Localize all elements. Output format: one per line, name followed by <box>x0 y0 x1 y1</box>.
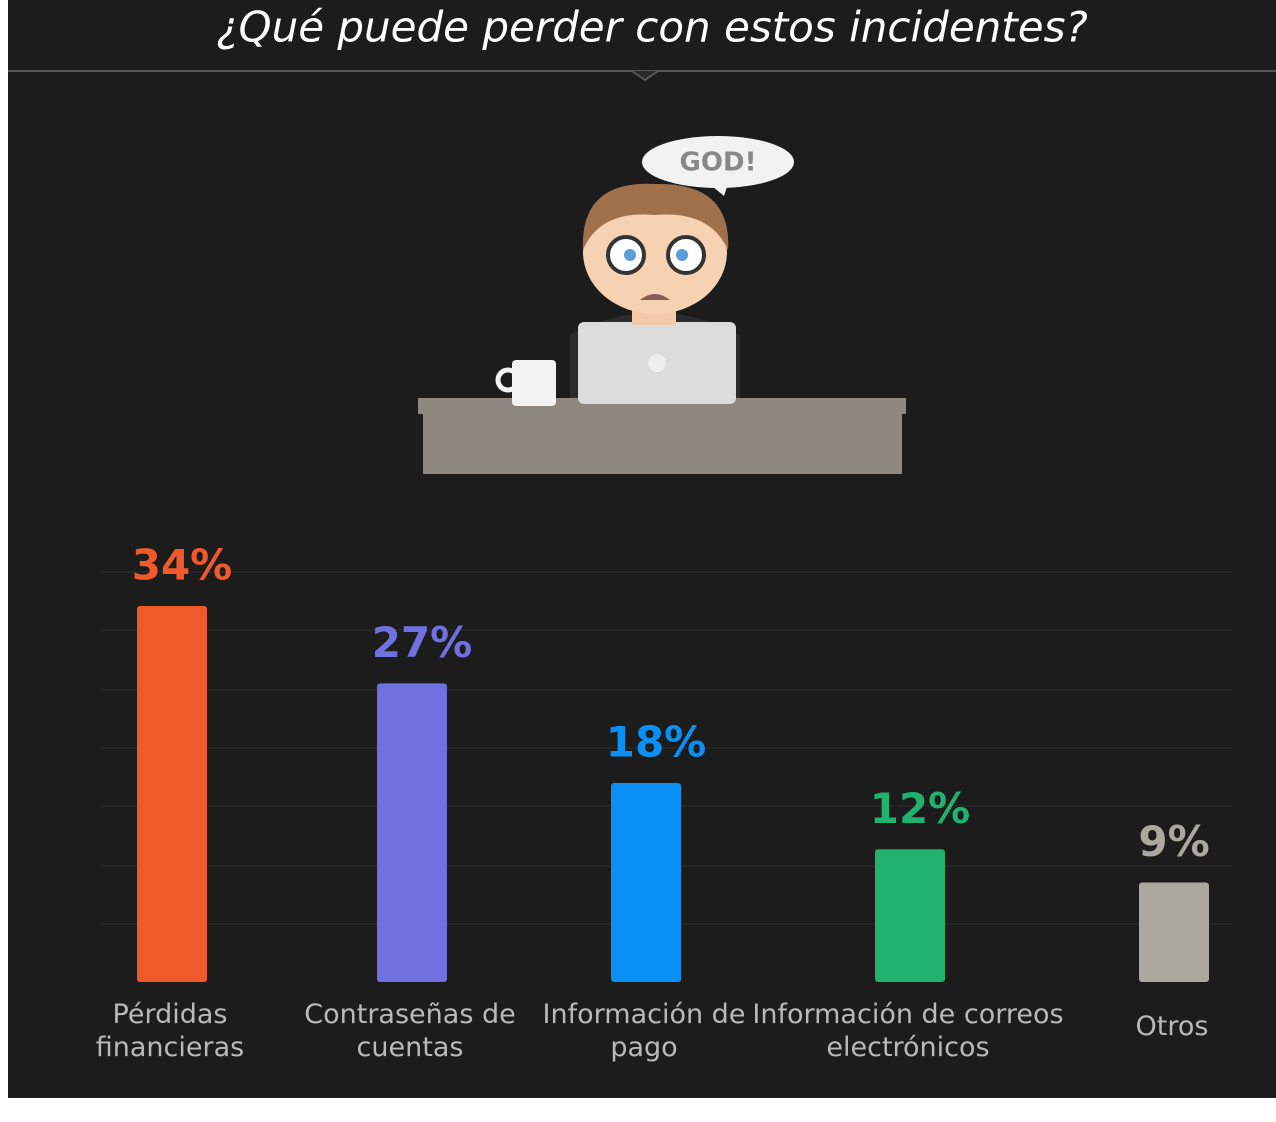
bar <box>377 683 447 982</box>
bar <box>1139 882 1209 982</box>
illustration: GOD! <box>418 136 906 474</box>
value-label: 12% <box>870 784 971 833</box>
bar <box>137 606 207 982</box>
bar <box>875 849 945 982</box>
category-label: Información de pago <box>542 999 746 1063</box>
value-label: 9% <box>1138 817 1209 866</box>
value-label: 27% <box>372 618 473 667</box>
category-label: Pérdidas financieras <box>95 999 245 1063</box>
value-label: 18% <box>606 717 707 766</box>
value-label: 34% <box>132 541 233 590</box>
category-label: Información de correos electrónicos <box>752 999 1064 1063</box>
category-label: Contraseñas de cuentas <box>304 999 516 1063</box>
chart-title: ¿Qué puede perder con estos incidentes? <box>216 3 1088 52</box>
speech-text: GOD! <box>680 148 757 178</box>
title-notch <box>631 70 659 82</box>
bar <box>611 782 681 982</box>
category-label: Otros <box>1135 1011 1209 1042</box>
